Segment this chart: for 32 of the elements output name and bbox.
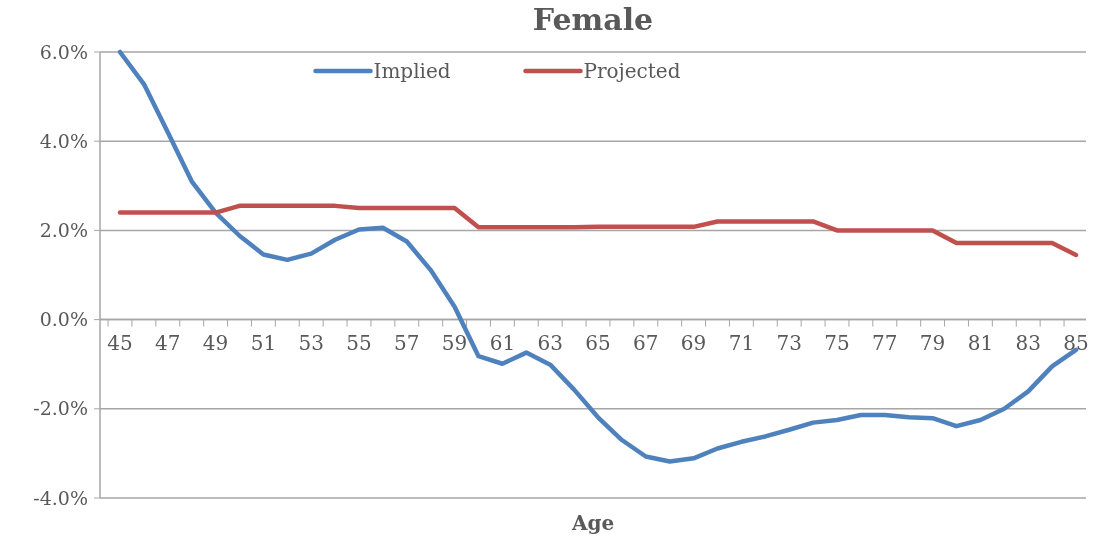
x-tick-label: 63	[537, 330, 563, 355]
y-tick-label: 2.0%	[39, 219, 88, 242]
y-tick-label: 6.0%	[39, 40, 88, 63]
x-tick-label: 49	[202, 330, 229, 355]
x-tick-label: 71	[728, 330, 755, 355]
x-tick-label: 85	[1063, 330, 1089, 355]
x-tick-label: 75	[824, 330, 850, 355]
x-tick-label: 45	[107, 330, 133, 355]
x-tick-label: 73	[776, 330, 802, 355]
x-tick-label: 53	[298, 330, 324, 355]
legend-label: Projected	[583, 59, 681, 83]
x-tick-label: 61	[489, 330, 516, 355]
x-tick-label: 57	[394, 330, 420, 355]
x-tick-label: 59	[441, 330, 468, 355]
line-series	[117, 203, 1079, 258]
x-tick-label: 47	[155, 330, 181, 355]
x-tick-label: 55	[346, 330, 372, 355]
x-tick-label: 77	[872, 330, 898, 355]
x-tick-label: 65	[585, 330, 611, 355]
y-tick-label: 4.0%	[39, 129, 88, 152]
x-tick-label: 51	[250, 330, 277, 355]
x-axis-title: Age	[570, 511, 615, 535]
y-tick-label: -2.0%	[33, 397, 88, 420]
y-tick-label: 0.0%	[39, 308, 88, 331]
x-tick-label: 83	[1015, 330, 1041, 355]
y-tick-label: -4.0%	[33, 486, 88, 509]
x-tick-label: 81	[967, 330, 994, 355]
legend-label: Implied	[373, 59, 451, 83]
x-tick-label: 79	[919, 330, 946, 355]
chart-title: Female	[532, 2, 654, 37]
x-tick-label: 67	[633, 330, 659, 355]
x-tick-label: 69	[680, 330, 707, 355]
